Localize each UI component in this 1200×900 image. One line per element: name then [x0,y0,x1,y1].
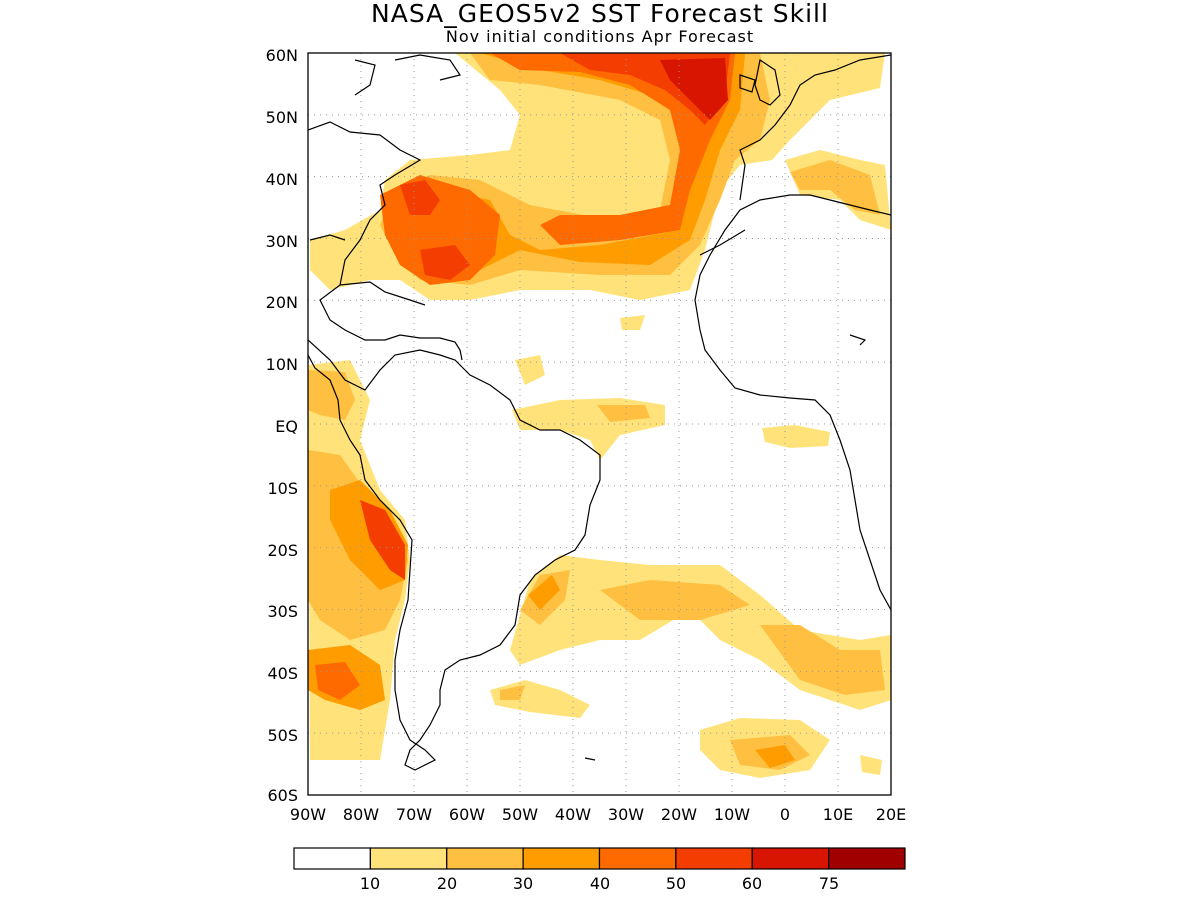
lon-tick-label: 0 [780,805,790,824]
lon-tick-label: 50W [502,805,538,824]
lon-tick-label: 10E [823,805,853,824]
lat-tick-label: EQ [275,417,298,436]
lat-tick-label: 10S [267,479,298,498]
lat-tick-label: 40N [266,170,298,189]
lon-tick-label: 20W [661,805,697,824]
colorbar-label: 50 [666,874,686,893]
lat-tick-label: 30N [266,232,298,251]
lon-tick-label: 70W [396,805,432,824]
skill-region [490,53,735,245]
skill-region [755,745,795,768]
lon-tick-label: 60W [449,805,485,824]
skill-region [860,755,882,775]
colorbar-label: 75 [819,874,839,893]
skill-region [600,580,750,620]
plot-frame [307,52,892,796]
lat-tick-label: 50S [267,726,298,745]
skill-region [308,370,355,420]
colorbar-swatch [293,847,371,870]
skill-region [660,58,728,120]
lat-tick-label: 40S [267,664,298,683]
skill-region [400,180,440,215]
skill-region [360,500,405,580]
skill-contour-fields [308,53,891,778]
skill-region [420,245,470,280]
lat-tick-label: 10N [266,355,298,374]
lon-axis: 90W 80W 70W 60W 50W 40W 30W 20W 10W 0 10… [290,805,906,824]
lon-tick-label: 80W [343,805,379,824]
skill-region [760,625,885,695]
lon-tick-label: 40W [555,805,591,824]
lat-tick-label: 60N [266,46,298,65]
skill-region [515,355,545,385]
lat-tick-label: 30S [267,602,298,621]
lon-tick-label: 20E [876,805,906,824]
map-title: NASA_GEOS5v2 SST Forecast Skill [371,0,829,28]
map-subtitle: Nov initial conditions Apr Forecast [445,27,755,46]
coastlines [308,54,891,771]
grid-lines [308,53,891,795]
skill-region [790,160,880,215]
colorbar-swatch [369,847,448,870]
skill-region [762,425,830,448]
colorbar-label: 30 [513,874,533,893]
lon-tick-label: 10W [714,805,750,824]
lon-tick-label: 30W [608,805,644,824]
lat-tick-label: 50N [266,108,298,127]
colorbar-label: 10 [360,874,380,893]
colorbar-swatch [598,847,677,870]
colorbar-labels: 10 20 30 40 50 60 75 [360,874,839,893]
lat-tick-label: 20S [267,541,298,560]
colorbar-swatch [522,847,601,870]
colorbar-label: 40 [590,874,610,893]
skill-region [597,405,650,422]
skill-region [500,685,525,700]
lat-axis: 60N 50N 40N 30N 20N 10N EQ 10S 20S 30S 4… [266,46,298,805]
lon-tick-label: 90W [290,805,326,824]
colorbar-swatch [751,847,830,870]
colorbar-swatch [675,847,753,870]
colorbar-label: 20 [437,874,457,893]
colorbar-swatch [828,847,906,870]
lat-tick-label: 20N [266,293,298,312]
lat-tick-label: 60S [267,786,298,805]
colorbar-swatch [446,847,524,870]
skill-region [620,315,645,330]
colorbar-label: 60 [742,874,762,893]
colorbar [293,847,906,870]
skill-region [528,575,560,610]
